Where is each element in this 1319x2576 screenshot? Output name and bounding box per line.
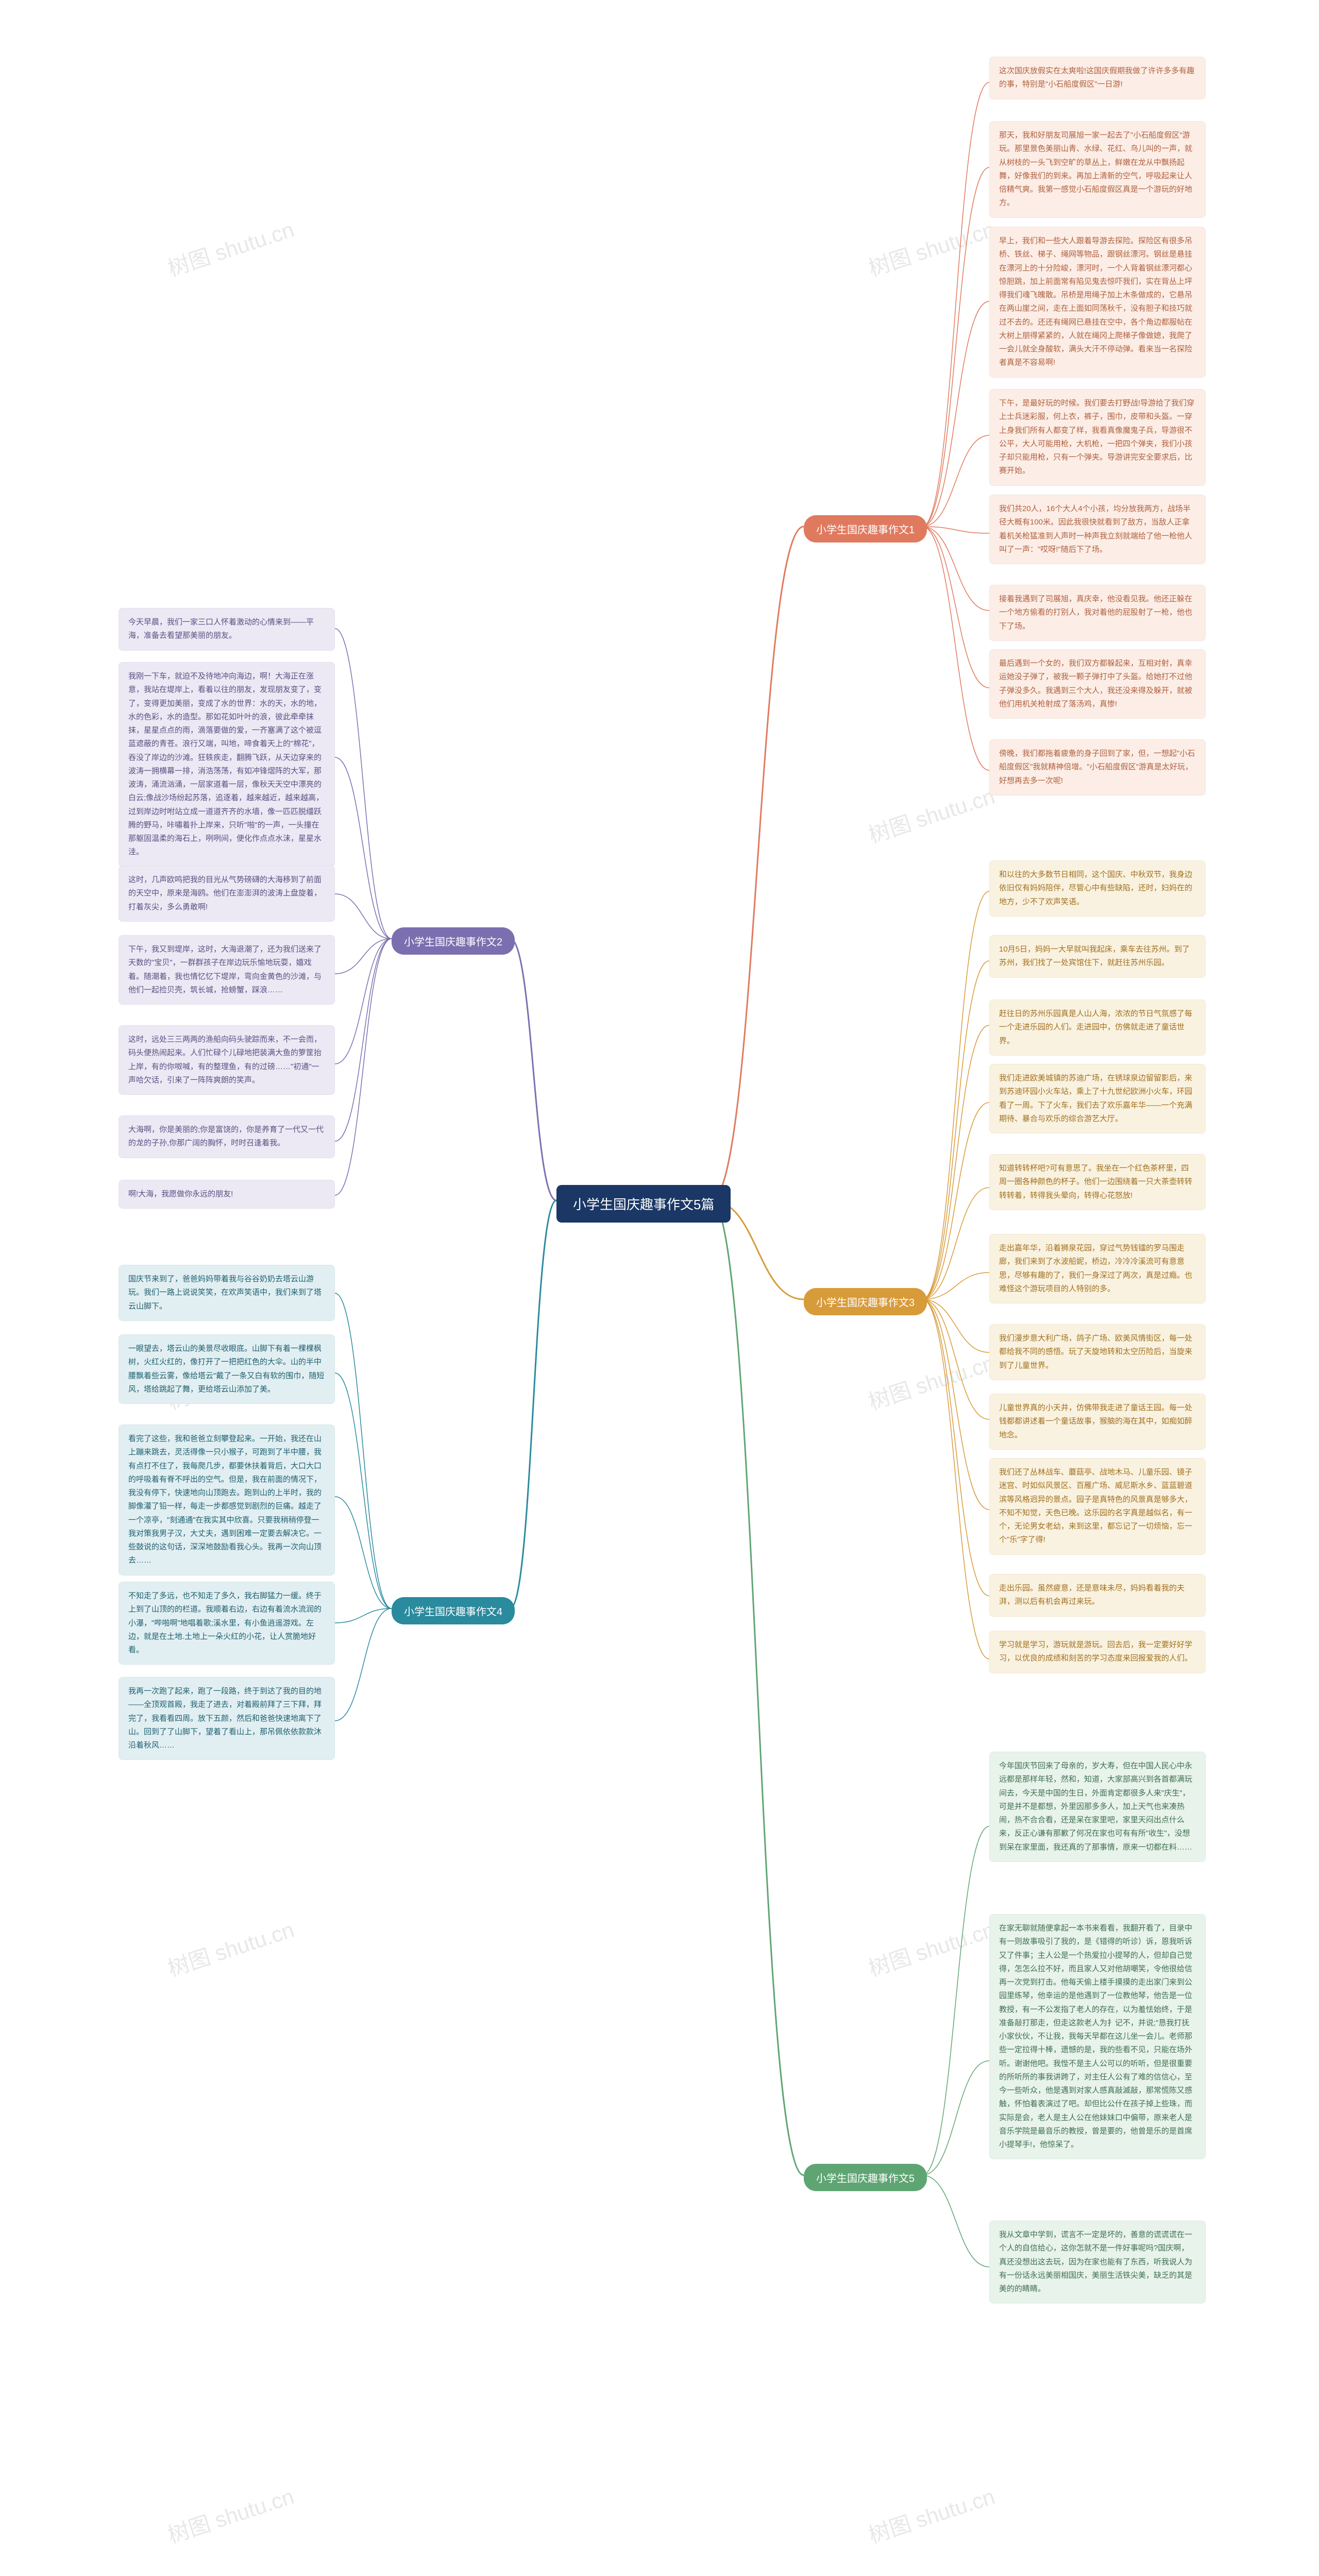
leaf-node: 我再一次跑了起来，跑了一段路，终于到达了我的目的地——全顶观首殿，我走了进去，对… bbox=[119, 1677, 335, 1760]
leaf-node: 我刚一下车，就迫不及待地冲向海边，啊！大海正在涨意，我站在堤岸上，看着以往的朋友… bbox=[119, 662, 335, 867]
leaf-node: 一眼望去，塔云山的美景尽收眼底。山脚下有着一棵棵枫树，火红火红的，像打开了一把把… bbox=[119, 1334, 335, 1404]
leaf-node: 不知走了多远，也不知走了多久，我右脚猛力一缓。终于上到了山顶的的栏道。我顺着右边… bbox=[119, 1582, 335, 1665]
leaf-node: 我们走进欧美城镇的苏迪广场，在锈球泉边留留影后，来到苏迪环园小火车站，乘上了十九… bbox=[989, 1064, 1206, 1133]
branch-node: 小学生国庆趣事作文4 bbox=[392, 1597, 515, 1624]
leaf-node: 我们漫步意大利广场，鸽子广场、欧美风情街区，每一处都给我不同的感悟。玩了天旋地转… bbox=[989, 1324, 1206, 1380]
leaf-node: 国庆节来到了，爸爸妈妈带着我与谷谷奶奶去塔云山游玩。我们一路上说说笑笑，在欢声笑… bbox=[119, 1265, 335, 1321]
leaf-node: 走出嘉年华，沿着狮泉花园，穿过气势钱镭的罗马围走廊，我们来到了水波船妮，桥边，冷… bbox=[989, 1234, 1206, 1303]
watermark: 树图 shutu.cn bbox=[864, 779, 999, 850]
leaf-node: 傍晚，我们都拖着疲惫的身子回到了家，但，一想起"小石船度假区"我就精神倍增。"小… bbox=[989, 739, 1206, 795]
leaf-node: 赶往日的苏州乐园真是人山人海，浓浓的节日气氛感了每一个走进乐园的人们。走进园中，… bbox=[989, 999, 1206, 1056]
leaf-node: 下午，我又到堤岸，这时，大海退潮了，还为我们送来了天数的"宝贝"，一群群孩子在岸… bbox=[119, 935, 335, 1005]
leaf-node: 我从文章中学到，谎言不一定是坏的，善意的谎谎谎在一个人的自信给心，这你怎就不是一… bbox=[989, 2221, 1206, 2303]
leaf-node: 今天早晨，我们一家三口人怀着激动的心情来到——平海，准备去看望那美丽的朋友。 bbox=[119, 608, 335, 651]
leaf-node: 看完了这些，我和爸爸立刻攀登起来。一开始，我还在山上蹦来跳去，灵活得像一只小猴子… bbox=[119, 1425, 335, 1575]
leaf-node: 儿童世界真的小天井，仿佛带我走进了童话王园。每一处钱都都讲述着一个童话故事，猴脑… bbox=[989, 1394, 1206, 1450]
leaf-node: 知道转转杯吧?可有意思了。我坐在一个红色茶杯里，四周一圈各种颜色的杯子。他们一边… bbox=[989, 1154, 1206, 1210]
leaf-node: 我们共20人，16个大人4个小孩，均分放我两方，战场半径大概有100米。因此我很… bbox=[989, 495, 1206, 564]
leaf-node: 接着我遇到了司展旭，真庆幸，他没看见我。他还正躲在一个地方偷看的打别人，我对着他… bbox=[989, 585, 1206, 641]
leaf-node: 我们还了丛林战车、蘑菇亭、战地木马、儿童乐园、镜子迷宫、时如似风景区、百雁广场、… bbox=[989, 1458, 1206, 1555]
root-node: 小学生国庆趣事作文5篇 bbox=[556, 1185, 731, 1223]
watermark: 树图 shutu.cn bbox=[163, 1912, 298, 1983]
leaf-node: 那天，我和好朋友司展旭一家一起去了"小石船度假区"游玩。那里景色美丽山青、水绿、… bbox=[989, 121, 1206, 218]
leaf-node: 下午，是最好玩的时候。我们要去打野战!导游给了我们穿上士兵迷彩服，何上衣，裤子，… bbox=[989, 389, 1206, 486]
watermark: 树图 shutu.cn bbox=[864, 212, 999, 283]
watermark: 树图 shutu.cn bbox=[864, 1912, 999, 1983]
branch-node: 小学生国庆趣事作文2 bbox=[392, 927, 515, 955]
leaf-node: 这次国庆放假实在太爽啦!这国庆假期我做了许许多多有趣的事，特别是"小石船度假区"… bbox=[989, 57, 1206, 99]
leaf-node: 和以往的大多数节日相同，这个国庆、中秋双节，我身边依旧仅有妈妈陪伴，尽管心中有些… bbox=[989, 860, 1206, 917]
watermark: 树图 shutu.cn bbox=[864, 1346, 999, 1416]
branch-node: 小学生国庆趣事作文1 bbox=[804, 515, 927, 543]
leaf-node: 走出乐园。虽然疲意，还是意味未尽，妈妈看着我的夫湃，测以后有机会再过来玩。 bbox=[989, 1574, 1206, 1617]
leaf-node: 早上，我们和一些大人跟着导游去探险。探险区有很多吊桥、铁丝、梯子、绳网等物品，跟… bbox=[989, 227, 1206, 378]
leaf-node: 今年国庆节回来了母亲的，岁大寿，但在中国人民心中永远都是那样年轻，然和，知道，大… bbox=[989, 1752, 1206, 1862]
root-label: 小学生国庆趣事作文5篇 bbox=[573, 1197, 714, 1212]
branch-node: 小学生国庆趣事作文5 bbox=[804, 2164, 927, 2191]
leaf-node: 这时，远处三三两两的渔船向码头驶踪而来，不一会而，码头便热闹起来。人们忙碌个儿碌… bbox=[119, 1025, 335, 1095]
branch-node: 小学生国庆趣事作文3 bbox=[804, 1288, 927, 1315]
leaf-node: 这时，几声欧鸣把我的目光从气势磅礴的大海移到了前面的天空中，原来是海鸥。他们在澎… bbox=[119, 866, 335, 922]
watermark: 树图 shutu.cn bbox=[864, 2479, 999, 2550]
leaf-node: 最后遇到一个女的，我们双方都躲起来，互相对射，真幸运她没子弹了，被我一颗子弹打中… bbox=[989, 649, 1206, 719]
watermark: 树图 shutu.cn bbox=[163, 2479, 298, 2550]
leaf-node: 大海啊，你是美丽的;你是富饶的，你是养育了一代又一代的龙的子孙,你那广阔的胸怀，… bbox=[119, 1115, 335, 1158]
leaf-node: 10月5日，妈妈一大早就叫我起床，乘车去往苏州。到了苏州，我们找了一处宾馆住下，… bbox=[989, 935, 1206, 978]
leaf-node: 学习就是学习，游玩就是游玩。回去后，我一定要好好学习，以优良的成绩和刻苦的学习态… bbox=[989, 1631, 1206, 1673]
leaf-node: 啊!大海，我愿做你永远的朋友! bbox=[119, 1180, 335, 1209]
leaf-node: 在家无聊就随便拿起一本书来看看，我翻开看了，目录中有一则故事吸引了我的，是《错得… bbox=[989, 1914, 1206, 2159]
watermark: 树图 shutu.cn bbox=[163, 212, 298, 283]
